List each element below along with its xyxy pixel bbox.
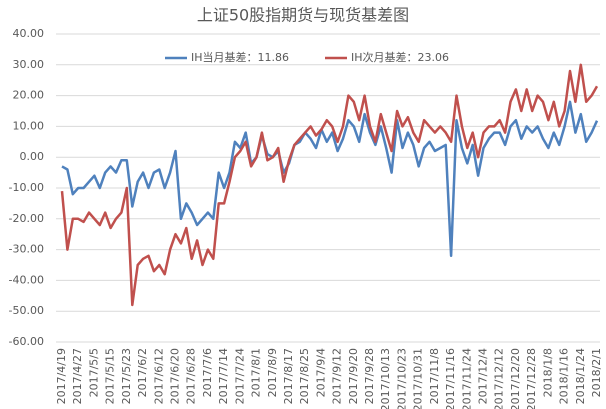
x-tick-label: 2017/9/12 — [331, 348, 344, 404]
chart-title: 上证50股指期货与现货基差图 — [197, 6, 409, 25]
x-tick-label: 2018/1/16 — [558, 348, 571, 404]
x-tick-label: 2017/5/23 — [120, 348, 133, 404]
x-tick-label: 2017/12/28 — [525, 348, 538, 409]
x-tick-label: 2017/5/5 — [87, 348, 100, 397]
x-tick-label: 2017/6/28 — [185, 348, 198, 404]
x-tick-label: 2018/2/1 — [590, 348, 603, 397]
x-tick-label: 2017/6/2 — [136, 348, 149, 397]
y-tick-label: -10.00 — [9, 181, 44, 194]
x-tick-label: 2017/4/19 — [55, 348, 68, 404]
y-tick-label: 40.00 — [13, 27, 45, 40]
x-tick-label: 2017/6/12 — [152, 348, 165, 404]
y-tick-label: 20.00 — [13, 89, 45, 102]
y-tick-label: -20.00 — [9, 212, 44, 225]
x-tick-label: 2017/8/25 — [298, 348, 311, 404]
x-tick-label: 2017/9/20 — [347, 348, 360, 404]
y-tick-label: -30.00 — [9, 243, 44, 256]
x-tick-label: 2018/1/8 — [541, 348, 554, 397]
x-tick-label: 2017/7/14 — [217, 348, 230, 404]
x-tick-label: 2017/12/4 — [477, 348, 490, 404]
y-tick-label: 30.00 — [13, 58, 45, 71]
series-line — [61, 100, 599, 258]
x-tick-label: 2017/11/24 — [460, 348, 473, 409]
x-tick-label: 2018/1/24 — [574, 348, 587, 404]
x-tick-label: 2017/9/4 — [314, 348, 327, 397]
x-tick-label: 2017/8/17 — [282, 348, 295, 404]
legend-label: IH次月基差：23.06 — [351, 50, 449, 64]
x-tick-label: 2017/12/12 — [493, 348, 506, 409]
series-line — [60, 63, 599, 307]
x-tick-label: 2017/7/6 — [201, 348, 214, 397]
x-tick-label: 2017/4/27 — [71, 348, 84, 404]
x-tick-label: 2017/10/13 — [379, 348, 392, 409]
y-tick-label: -50.00 — [9, 304, 44, 317]
x-tick-label: 2017/8/9 — [266, 348, 279, 397]
y-tick-label: -60.00 — [9, 335, 44, 348]
x-tick-label: 2017/11/16 — [444, 348, 457, 409]
legend-label: IH当月基差：11.86 — [191, 50, 289, 64]
y-tick-label: 0.00 — [20, 150, 45, 163]
x-tick-label: 2017/6/20 — [168, 348, 181, 404]
x-tick-label: 2017/5/15 — [104, 348, 117, 404]
x-tick-label: 2017/11/8 — [428, 348, 441, 404]
x-tick-label: 2017/10/23 — [395, 348, 408, 409]
x-tick-label: 2017/8/1 — [250, 348, 263, 397]
y-tick-label: 10.00 — [13, 119, 45, 132]
x-tick-label: 2017/9/28 — [363, 348, 376, 404]
x-tick-label: 2017/12/20 — [509, 348, 522, 409]
y-tick-label: -40.00 — [9, 273, 44, 286]
x-tick-label: 2017/10/31 — [412, 348, 425, 409]
x-tick-label: 2017/7/24 — [233, 348, 246, 404]
